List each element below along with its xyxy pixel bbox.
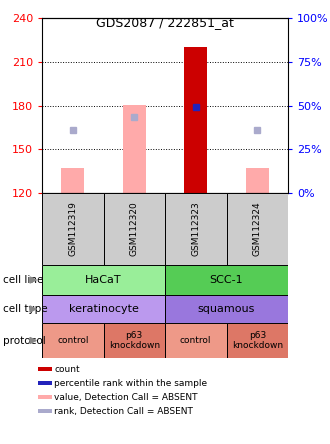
Bar	[38, 367, 52, 371]
Text: SCC-1: SCC-1	[210, 275, 243, 285]
Bar	[104, 193, 165, 265]
Text: GSM112320: GSM112320	[130, 202, 139, 256]
Bar	[122, 106, 146, 193]
Bar	[104, 323, 165, 358]
Text: keratinocyte: keratinocyte	[69, 304, 139, 314]
Text: HaCaT: HaCaT	[85, 275, 122, 285]
Text: control: control	[57, 336, 88, 345]
Bar	[38, 409, 52, 413]
Bar	[42, 193, 104, 265]
Bar	[226, 193, 288, 265]
Text: control: control	[180, 336, 212, 345]
Bar	[38, 395, 52, 399]
Bar	[165, 323, 226, 358]
Text: GSM112323: GSM112323	[191, 202, 200, 256]
Text: cell type: cell type	[3, 304, 48, 314]
Text: value, Detection Call = ABSENT: value, Detection Call = ABSENT	[54, 392, 198, 401]
Text: GSM112324: GSM112324	[253, 202, 262, 256]
Text: p63
knockdown: p63 knockdown	[232, 331, 283, 350]
Bar	[165, 193, 226, 265]
Bar	[226, 323, 288, 358]
Bar	[42, 265, 165, 295]
Text: p63
knockdown: p63 knockdown	[109, 331, 160, 350]
Bar	[42, 295, 165, 323]
Bar	[61, 168, 84, 193]
Text: rank, Detection Call = ABSENT: rank, Detection Call = ABSENT	[54, 407, 193, 416]
Text: GSM112319: GSM112319	[68, 202, 77, 257]
Text: protocol: protocol	[3, 336, 46, 345]
Text: percentile rank within the sample: percentile rank within the sample	[54, 378, 208, 388]
Text: GDS2087 / 222851_at: GDS2087 / 222851_at	[96, 16, 234, 29]
Bar	[42, 323, 104, 358]
Text: cell line: cell line	[3, 275, 44, 285]
Bar	[165, 265, 288, 295]
Text: count: count	[54, 365, 80, 373]
Bar	[184, 47, 208, 193]
Bar	[165, 295, 288, 323]
Bar	[246, 168, 269, 193]
Text: squamous: squamous	[198, 304, 255, 314]
Bar	[38, 381, 52, 385]
